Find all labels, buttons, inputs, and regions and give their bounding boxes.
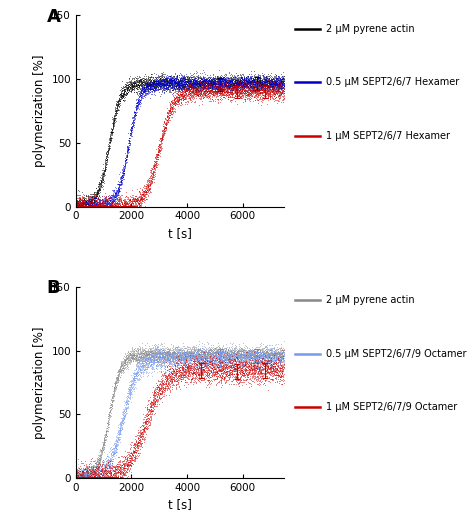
Text: A: A xyxy=(46,8,61,26)
Text: 1 μM SEPT2/6/7 Hexamer: 1 μM SEPT2/6/7 Hexamer xyxy=(326,131,450,141)
Text: 1 μM SEPT2/6/7/9 Octamer: 1 μM SEPT2/6/7/9 Octamer xyxy=(326,402,457,412)
Y-axis label: polymerization [%]: polymerization [%] xyxy=(33,326,46,438)
Text: 0.5 μM SEPT2/6/7 Hexamer: 0.5 μM SEPT2/6/7 Hexamer xyxy=(326,77,459,87)
X-axis label: t [s]: t [s] xyxy=(168,499,192,511)
Text: B: B xyxy=(46,279,60,297)
Text: 2 μM pyrene actin: 2 μM pyrene actin xyxy=(326,295,415,305)
Y-axis label: polymerization [%]: polymerization [%] xyxy=(33,55,46,167)
X-axis label: t [s]: t [s] xyxy=(168,227,192,240)
Text: 0.5 μM SEPT2/6/7/9 Octamer: 0.5 μM SEPT2/6/7/9 Octamer xyxy=(326,349,466,359)
Text: 2 μM pyrene actin: 2 μM pyrene actin xyxy=(326,24,415,34)
